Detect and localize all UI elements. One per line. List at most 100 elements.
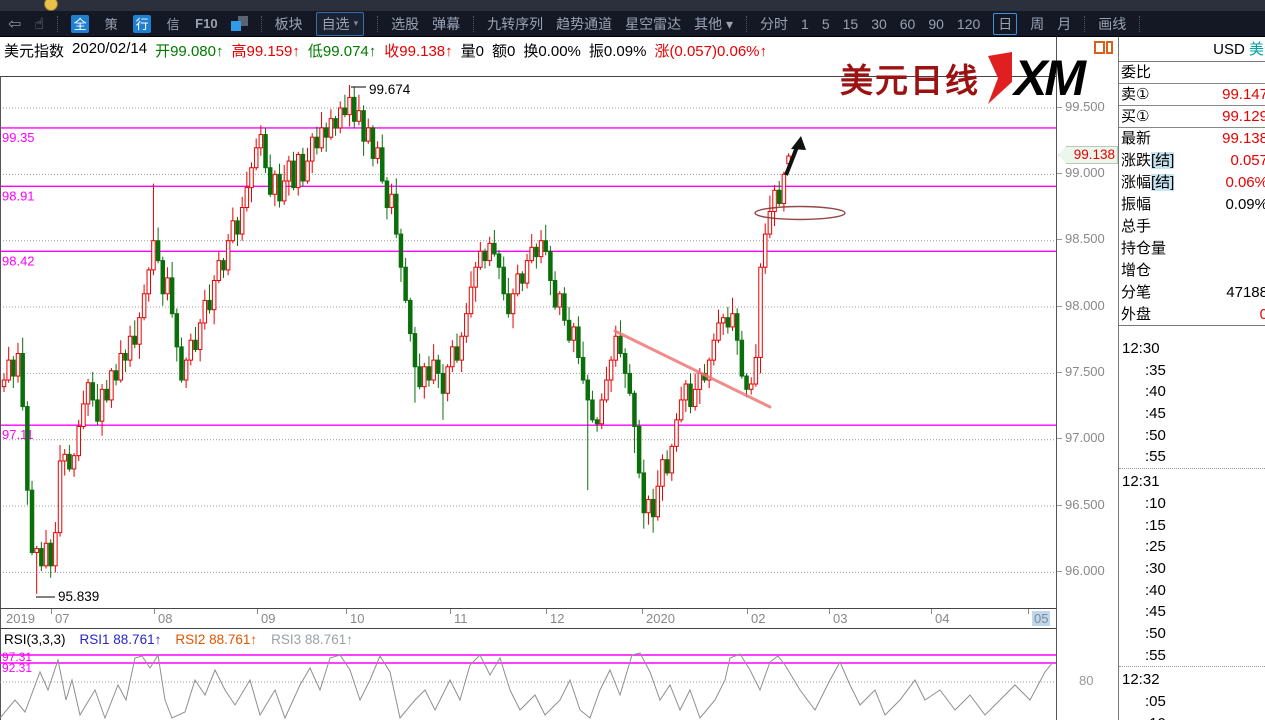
time-list-item: :10	[1145, 494, 1166, 512]
price-axis-tick-label: 99.500	[1057, 99, 1105, 114]
price-axis: 99.500 99.000 98.500 98.000 97.500 97.000 96.5…	[1056, 37, 1118, 720]
symbol-code: USD	[1213, 41, 1249, 58]
quick-button-xin[interactable]: 信	[166, 17, 180, 32]
menu-qita-label: 其他	[694, 15, 723, 32]
time-list-item: 12:31	[1122, 473, 1160, 491]
time-list-item: :50	[1145, 426, 1166, 444]
price-axis-tick-label: 96.000	[1057, 563, 1105, 578]
ohlc-info-field: 收99.138↑	[384, 43, 453, 60]
quick-button-ce[interactable]: 策	[104, 17, 118, 32]
ohlc-info-field: 额0	[492, 43, 516, 60]
toolbar-separator	[1139, 15, 1141, 32]
time-list-item: :45	[1145, 603, 1166, 621]
menu-danmu[interactable]: 弹幕	[432, 15, 461, 32]
period-120[interactable]: 120	[956, 15, 981, 32]
menu-huaxian[interactable]: 画线	[1098, 15, 1127, 32]
x-axis-tick-label: 03	[828, 609, 848, 626]
time-list-item	[1119, 666, 1265, 668]
period-day-active[interactable]: 日	[993, 12, 1018, 35]
time-list-item: :10	[1119, 713, 1265, 720]
time-list-item: 12:32	[1122, 671, 1160, 689]
rsi-name-label[interactable]: RSI(3,3,3)	[4, 632, 66, 647]
menu-xingkong[interactable]: 星空雷达	[625, 15, 682, 32]
price-axis-tick-label: 99.000	[1057, 165, 1105, 180]
rsi-chart[interactable]: 97.31 92.31	[0, 650, 1056, 720]
layers-icon[interactable]	[230, 16, 248, 31]
hand-cursor-icon[interactable]: ☝	[34, 15, 45, 33]
quick-button-quan[interactable]: 全	[71, 14, 90, 33]
quote-row: 外盘 0	[1119, 304, 1265, 326]
time-list-item: :30	[1145, 559, 1166, 577]
time-list-item: :45	[1145, 405, 1166, 423]
time-list-item: :35	[1145, 361, 1166, 379]
period-fenshi[interactable]: 分时	[760, 15, 789, 32]
time-list-item: :05	[1145, 693, 1166, 710]
window-title-bar	[0, 0, 1265, 11]
rsi-scale-label: 80	[1079, 673, 1094, 688]
period-60[interactable]: 60	[899, 15, 916, 32]
period-month[interactable]: 月	[1057, 15, 1072, 32]
price-axis-tick-label: 98.000	[1057, 298, 1105, 313]
period-1[interactable]: 1	[801, 15, 809, 32]
rsi-indicator-header: RSI(3,3,3) RSI1 88.761↑ RSI2 88.761↑ RSI3 …	[0, 628, 1118, 650]
x-axis-tick-label: 02	[746, 609, 766, 626]
quote-row-label: 买①	[1121, 108, 1150, 125]
x-axis-tick-label: 12	[545, 609, 565, 626]
ohlc-info-field: 开99.080↑	[155, 43, 224, 60]
time-list-item: :15	[1145, 516, 1166, 534]
quote-row-value: 0.06%	[1225, 174, 1265, 191]
panel-layout-icon[interactable]	[1094, 41, 1113, 54]
quote-sidebar: USD 美元指数 委比 卖① 99.147 买① 99.129 最新 99.13…	[1118, 37, 1265, 720]
quote-row-value: 99.138	[1222, 130, 1265, 147]
period-30[interactable]: 30	[871, 15, 887, 32]
quote-row-label: 振幅	[1121, 196, 1152, 213]
svg-text:98.91: 98.91	[2, 188, 35, 203]
quote-row: 卖① 99.147	[1119, 84, 1265, 106]
quote-info-bar: 美元指数 2020/02/14 开99.080↑ 高99.159↑ 低99.074↑ 收9…	[0, 37, 1056, 76]
menu-xuangu[interactable]: 选股	[391, 15, 420, 32]
time-list-item	[1119, 468, 1265, 470]
toolbar-separator	[473, 15, 475, 32]
quote-row-label: 持仓量	[1121, 240, 1167, 257]
period-90[interactable]: 90	[928, 15, 944, 32]
ohlc-info-field: 换0.00%	[523, 43, 581, 60]
menu-qushi[interactable]: 趋势通道	[556, 15, 613, 32]
quote-row: 涨跌[结] 0.057	[1119, 150, 1265, 172]
ohlc-info-field: 2020/02/14	[72, 40, 148, 57]
toolbar-separator	[57, 15, 59, 32]
x-axis-tick-label: 08	[153, 609, 173, 626]
x-axis-tick-label: 2019	[6, 611, 35, 626]
quote-row: 最新 99.138	[1119, 128, 1265, 150]
quote-row-value: 0.057	[1230, 152, 1265, 169]
x-axis-tick-label: 05	[1027, 609, 1051, 626]
price-axis-tick-label: 98.500	[1057, 231, 1105, 246]
quote-row: 振幅 0.09%	[1119, 194, 1265, 216]
menu-jiuzhuan[interactable]: 九转序列	[487, 15, 544, 32]
quote-row-value: 0.09%	[1225, 196, 1265, 213]
time-list-item: :55	[1145, 448, 1166, 466]
zixuan-dropdown[interactable]: 自选 ▾	[315, 11, 365, 36]
x-axis-tick-label: 11	[450, 609, 468, 626]
quote-row-label: 外盘	[1121, 306, 1152, 323]
menu-bankuai[interactable]: 板块	[274, 15, 303, 32]
quote-row: 持仓量	[1119, 238, 1265, 260]
quote-row-label: 增仓	[1121, 262, 1152, 279]
period-5[interactable]: 5	[821, 15, 830, 32]
ohlc-info-line: 美元指数 2020/02/14 开99.080↑ 高99.159↑ 低99.074↑ 收9…	[4, 40, 767, 61]
price-axis-tick-label: 97.500	[1057, 364, 1105, 379]
menu-qita[interactable]: 其他 ▾	[694, 14, 733, 34]
period-15[interactable]: 15	[842, 15, 859, 32]
time-list-item: :50	[1145, 624, 1166, 642]
quote-row: 分笔 47188	[1119, 282, 1265, 304]
candlestick-chart[interactable]: 99.35 98.91 98.42 97.11 99.674 95.839	[0, 76, 1056, 608]
back-arrow-icon[interactable]: ⇦	[8, 15, 22, 33]
quick-button-hang[interactable]: 行	[133, 14, 152, 33]
f10-button[interactable]: F10	[195, 16, 218, 31]
svg-text:95.839: 95.839	[58, 589, 99, 604]
quote-row: 增仓	[1119, 260, 1265, 282]
current-price-tag: 99.138	[1058, 146, 1118, 164]
user-avatar	[44, 0, 58, 11]
quote-row: 买① 99.129	[1119, 106, 1265, 128]
period-week[interactable]: 周	[1030, 15, 1045, 32]
